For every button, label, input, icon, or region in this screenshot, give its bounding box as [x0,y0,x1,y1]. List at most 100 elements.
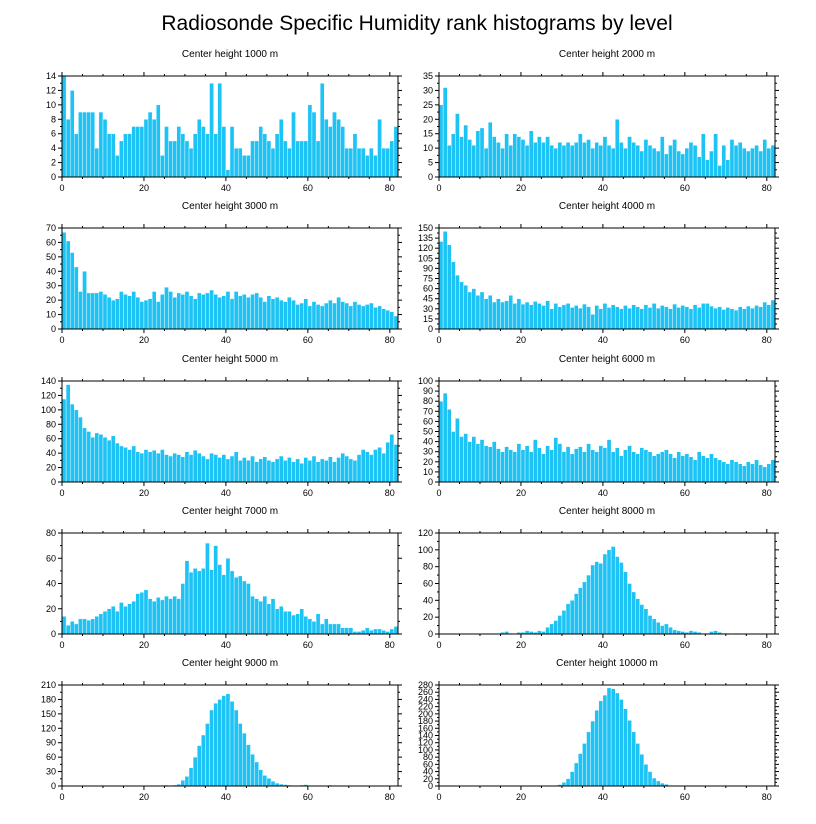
y-tick-label: 40 [46,266,56,276]
panel-title: Center height 6000 m [559,354,655,365]
bar [721,309,727,330]
y-tick-label: 75 [423,274,433,284]
bar [565,303,571,330]
bar [578,307,583,330]
y-tick-label: 10 [423,143,433,153]
bar [553,303,559,330]
bar [668,453,673,483]
bar [459,281,464,330]
bar [233,709,239,787]
bar [110,133,116,178]
bar [250,455,255,483]
bar [328,126,333,178]
bar [602,136,608,178]
panel-1: Center height 2000 m 0 20 40 60 80 0 5 10 15 20 25 3… [423,49,779,193]
bar [446,145,452,178]
bar [688,308,694,330]
bars [438,392,776,483]
bar [487,446,493,483]
bar [746,305,751,330]
bar [655,307,661,330]
y-tick-label: 60 [46,752,56,762]
bar [209,83,214,178]
bar [500,147,505,178]
bar [209,289,214,330]
bar [156,104,161,178]
bar [586,574,591,635]
x-tick-label: 20 [139,183,149,193]
y-tick-label: 180 [418,716,433,726]
bar [590,720,595,787]
bars [61,384,399,483]
bar [492,441,497,483]
bar [561,451,567,483]
bar [668,627,673,635]
bar [639,604,645,635]
bar [143,589,149,635]
bar [319,623,325,635]
y-tick-label: 15 [423,314,433,324]
y-tick-label: 8 [51,114,56,124]
bar [586,443,591,483]
bar [614,556,620,635]
bar [295,140,300,178]
bar [647,145,653,178]
bar [549,623,554,635]
bar [569,145,575,178]
bar [684,147,690,178]
bar [729,139,735,178]
bar [180,780,186,787]
y-tick-label: 60 [46,553,56,563]
bar [508,295,513,330]
bar [713,133,718,178]
bar [356,454,362,483]
bar [246,460,251,483]
bar [328,456,333,483]
bar [242,580,247,635]
bar [725,159,731,178]
y-tick-label: 20 [46,463,56,473]
bar [229,701,235,787]
y-tick-label: 80 [423,752,433,762]
bar [197,119,202,178]
bar [762,139,768,178]
bar [516,136,522,178]
x-tick-label: 60 [680,640,690,650]
bar [311,301,317,330]
bar [135,593,141,635]
bar [123,447,128,483]
bar [176,454,182,483]
bar [553,620,559,635]
y-tick-label: 240 [418,694,433,704]
bar [717,306,722,330]
bar [106,297,112,330]
bar [336,119,341,178]
bar [74,623,79,635]
bar [373,307,378,330]
x-tick-label: 80 [762,792,772,802]
bar [287,147,292,178]
bar [270,598,276,635]
x-tick-label: 80 [762,335,772,345]
bar [94,147,100,178]
bar [737,306,743,330]
panel-6: Center height 7000 m 0 20 40 60 80 0 20 40 60 80 [46,506,402,650]
bar [393,315,399,330]
bar [660,451,665,483]
bar [328,299,333,330]
bar [701,133,706,178]
bar [446,409,452,483]
bar [639,150,645,178]
bar [705,159,710,178]
bar [533,301,538,330]
bar [586,306,591,330]
bar [217,457,223,483]
bar [459,436,464,483]
y-tick-label: 4 [51,143,56,153]
bar [569,453,575,483]
bar [524,630,530,635]
y-tick-label: 60 [423,284,433,294]
bar [315,461,321,483]
bar [262,775,268,787]
bar [127,133,132,178]
